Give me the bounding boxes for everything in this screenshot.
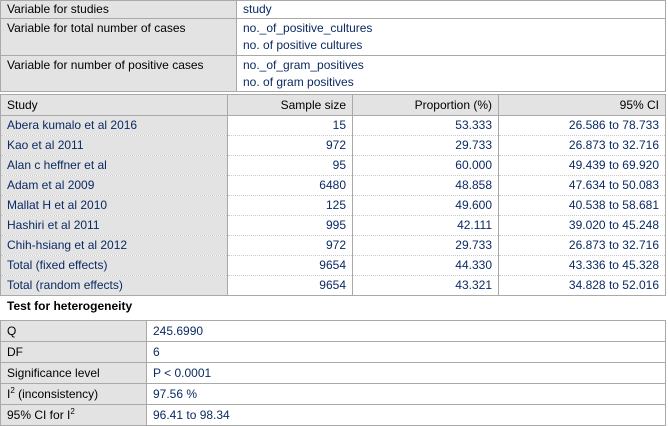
confidence-interval: 43.336 to 45.328: [498, 255, 666, 276]
table-row: Abera kumalo et al 2016 15 53.333 26.586…: [0, 115, 666, 136]
table-row: Chih-hsiang et al 2012 972 29.733 26.873…: [0, 235, 666, 256]
table-row: Hashiri et al 2011 995 42.111 39.020 to …: [0, 215, 666, 236]
results-header-row: Study Sample size Proportion (%) 95% CI: [0, 94, 666, 116]
heterogeneity-table: Q 245.6990 DF 6 Significance level P < 0…: [0, 320, 666, 426]
sample-size: 972: [227, 135, 353, 156]
proportion: 29.733: [352, 135, 499, 156]
confidence-interval: 39.020 to 45.248: [498, 215, 666, 236]
het-row-i2: I2 (inconsistency) 97.56 %: [0, 383, 666, 405]
sample-size: 995: [227, 215, 353, 236]
study-name: Hashiri et al 2011: [0, 215, 228, 236]
study-name: Abera kumalo et al 2016: [0, 115, 228, 136]
table-row: Adam et al 2009 6480 48.858 47.634 to 50…: [0, 175, 666, 196]
proportion: 49.600: [352, 195, 499, 216]
header-ci: 95% CI: [498, 94, 666, 116]
superscript: 2: [70, 407, 75, 416]
study-name: Mallat H et al 2010: [0, 195, 228, 216]
proportion: 42.111: [352, 215, 499, 236]
superscript: 2: [10, 386, 15, 395]
sample-size: 9654: [227, 275, 353, 296]
het-label-text: 95% CI for I: [7, 408, 71, 422]
table-row-total-fixed: Total (fixed effects) 9654 44.330 43.336…: [0, 255, 666, 276]
table-row: Alan c heffner et al 95 60.000 49.439 to…: [0, 155, 666, 176]
proportion: 44.330: [352, 255, 499, 276]
variable-value-line: no. of gram positives: [243, 75, 354, 89]
confidence-interval: 49.439 to 69.920: [498, 155, 666, 176]
header-proportion: Proportion (%): [352, 94, 499, 116]
variable-row-positive-cases: Variable for number of positive cases no…: [0, 55, 666, 92]
sample-size: 95: [227, 155, 353, 176]
het-row-df: DF 6: [0, 341, 666, 363]
variable-label: Variable for studies: [0, 0, 237, 19]
sample-size: 15: [227, 115, 353, 136]
confidence-interval: 47.634 to 50.083: [498, 175, 666, 196]
confidence-interval: 26.873 to 32.716: [498, 235, 666, 256]
sample-size: 972: [227, 235, 353, 256]
header-study: Study: [0, 94, 228, 116]
study-name: Adam et al 2009: [0, 175, 228, 196]
variable-label: Variable for number of positive cases: [0, 55, 237, 92]
het-label: DF: [0, 341, 147, 363]
het-value: 97.56 %: [146, 383, 666, 405]
study-name: Total (fixed effects): [0, 255, 228, 276]
het-label: Significance level: [0, 362, 147, 384]
table-row: Mallat H et al 2010 125 49.600 40.538 to…: [0, 195, 666, 216]
variable-value-line: no._of_positive_cultures: [243, 21, 373, 35]
variables-table: Variable for studies study Variable for …: [0, 0, 666, 92]
confidence-interval: 26.873 to 32.716: [498, 135, 666, 156]
sample-size: 9654: [227, 255, 353, 276]
results-panel: Study Sample size Proportion (%) 95% CI …: [0, 94, 666, 296]
confidence-interval: 34.828 to 52.016: [498, 275, 666, 296]
variable-value-line: no._of_gram_positives: [243, 58, 364, 72]
proportion: 29.733: [352, 235, 499, 256]
variable-row-studies: Variable for studies study: [0, 0, 666, 19]
het-value: 96.41 to 98.34: [153, 408, 230, 422]
variable-label: Variable for total number of cases: [0, 18, 237, 56]
variable-value: no._of_positive_cultures no. of positive…: [236, 18, 666, 56]
heterogeneity-panel: Q 245.6990 DF 6 Significance level P < 0…: [0, 320, 666, 426]
het-value: P < 0.0001: [146, 362, 666, 384]
proportion: 43.321: [352, 275, 499, 296]
proportion: 60.000: [352, 155, 499, 176]
het-value: 6: [146, 341, 666, 363]
het-row-ci-i2: 95% CI for I2 96.41 to 98.34: [0, 404, 666, 426]
header-sample-size: Sample size: [227, 94, 353, 116]
table-row: Kao et al 2011 972 29.733 26.873 to 32.7…: [0, 135, 666, 156]
sample-size: 125: [227, 195, 353, 216]
het-label: I2 (inconsistency): [0, 383, 147, 405]
variable-value: no._of_gram_positives no. of gram positi…: [237, 56, 666, 92]
study-name: Total (random effects): [0, 275, 228, 296]
study-name: Chih-hsiang et al 2012: [0, 235, 228, 256]
sample-size: 6480: [227, 175, 353, 196]
heterogeneity-title: Test for heterogeneity: [7, 299, 133, 313]
variable-value-line: no. of positive cultures: [243, 38, 363, 52]
variable-value: study: [236, 0, 666, 19]
study-name: Alan c heffner et al: [0, 155, 228, 176]
table-row-total-random: Total (random effects) 9654 43.321 34.82…: [0, 275, 666, 296]
confidence-interval: 26.586 to 78.733: [498, 115, 666, 136]
variables-panel: Variable for studies study Variable for …: [0, 0, 666, 92]
variable-row-total-cases: Variable for total number of cases no._o…: [0, 18, 666, 56]
confidence-interval: 40.538 to 58.681: [498, 195, 666, 216]
het-row-q: Q 245.6990: [0, 320, 666, 342]
het-label-text: (inconsistency): [14, 387, 99, 401]
het-label: 95% CI for I2: [0, 404, 147, 426]
results-table: Study Sample size Proportion (%) 95% CI …: [0, 94, 666, 296]
proportion: 53.333: [352, 115, 499, 136]
proportion: 48.858: [352, 175, 499, 196]
het-label: Q: [0, 320, 147, 342]
het-row-significance: Significance level P < 0.0001: [0, 362, 666, 384]
het-value: 245.6990: [146, 320, 666, 342]
study-name: Kao et al 2011: [0, 135, 228, 156]
